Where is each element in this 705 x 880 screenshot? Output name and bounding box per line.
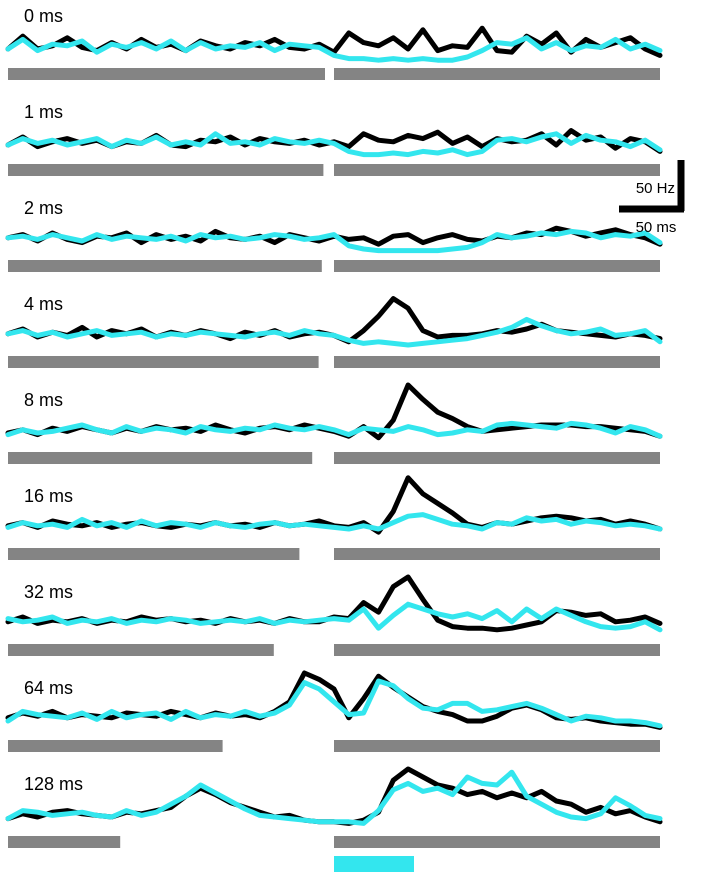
panels-group: 0 ms 1 ms 2 ms 4 ms 8 ms 16 ms 32 ms 64 ms 128 m… — [5, 6, 663, 848]
stim-bar-1 — [8, 452, 313, 464]
stim-bar-2 — [334, 548, 660, 560]
trace-cyan — [5, 228, 663, 254]
panel-8: 128 ms — [5, 766, 663, 848]
stim-bar-2 — [334, 644, 660, 656]
panel-0: 0 ms — [5, 6, 663, 80]
panel-label: 4 ms — [24, 294, 63, 314]
stim-bar-2 — [334, 452, 660, 464]
panel-6: 32 ms — [5, 574, 663, 656]
panel-label: 2 ms — [24, 198, 63, 218]
stim-bar-2 — [334, 260, 660, 272]
panel-label: 8 ms — [24, 390, 63, 410]
scale-bar: 50 Hz 50 ms — [619, 160, 685, 236]
cue-bar — [334, 856, 414, 872]
panel-2: 2 ms — [5, 198, 663, 272]
trace-cyan — [5, 678, 663, 729]
trace-cyan — [5, 769, 663, 826]
trace-cyan — [5, 601, 663, 633]
stim-bar-1 — [8, 644, 274, 656]
trace-cyan — [5, 35, 663, 63]
stim-bar-2 — [334, 356, 660, 368]
stim-bar-2 — [334, 836, 660, 848]
panel-4: 8 ms — [5, 382, 663, 464]
stim-bar-2 — [334, 68, 660, 80]
scale-bar-x-label: 50 ms — [636, 219, 677, 236]
trace-cyan — [5, 131, 663, 158]
panel-label: 64 ms — [24, 678, 73, 698]
trace-black — [5, 25, 663, 58]
panel-label: 128 ms — [24, 774, 83, 794]
scale-bar-y-label: 50 Hz — [636, 180, 675, 197]
stim-bar-2 — [334, 740, 660, 752]
panel-1: 1 ms — [5, 102, 663, 176]
panel-label: 1 ms — [24, 102, 63, 122]
stim-bar-1 — [8, 356, 319, 368]
stim-bar-1 — [8, 836, 121, 848]
stim-bar-1 — [8, 260, 322, 272]
panel-label: 32 ms — [24, 582, 73, 602]
stim-bar-1 — [8, 548, 300, 560]
panel-label: 0 ms — [24, 6, 63, 26]
stim-bar-1 — [8, 164, 324, 176]
stim-bar-1 — [8, 68, 325, 80]
panel-3: 4 ms — [5, 294, 663, 368]
panel-5: 16 ms — [5, 475, 663, 560]
trace-cyan — [5, 316, 663, 348]
stim-bar-2 — [334, 164, 660, 176]
stim-bar-1 — [8, 740, 223, 752]
trace-cyan — [5, 512, 663, 532]
trace-cyan — [5, 420, 663, 439]
panel-label: 16 ms — [24, 486, 73, 506]
panel-7: 64 ms — [5, 670, 663, 752]
